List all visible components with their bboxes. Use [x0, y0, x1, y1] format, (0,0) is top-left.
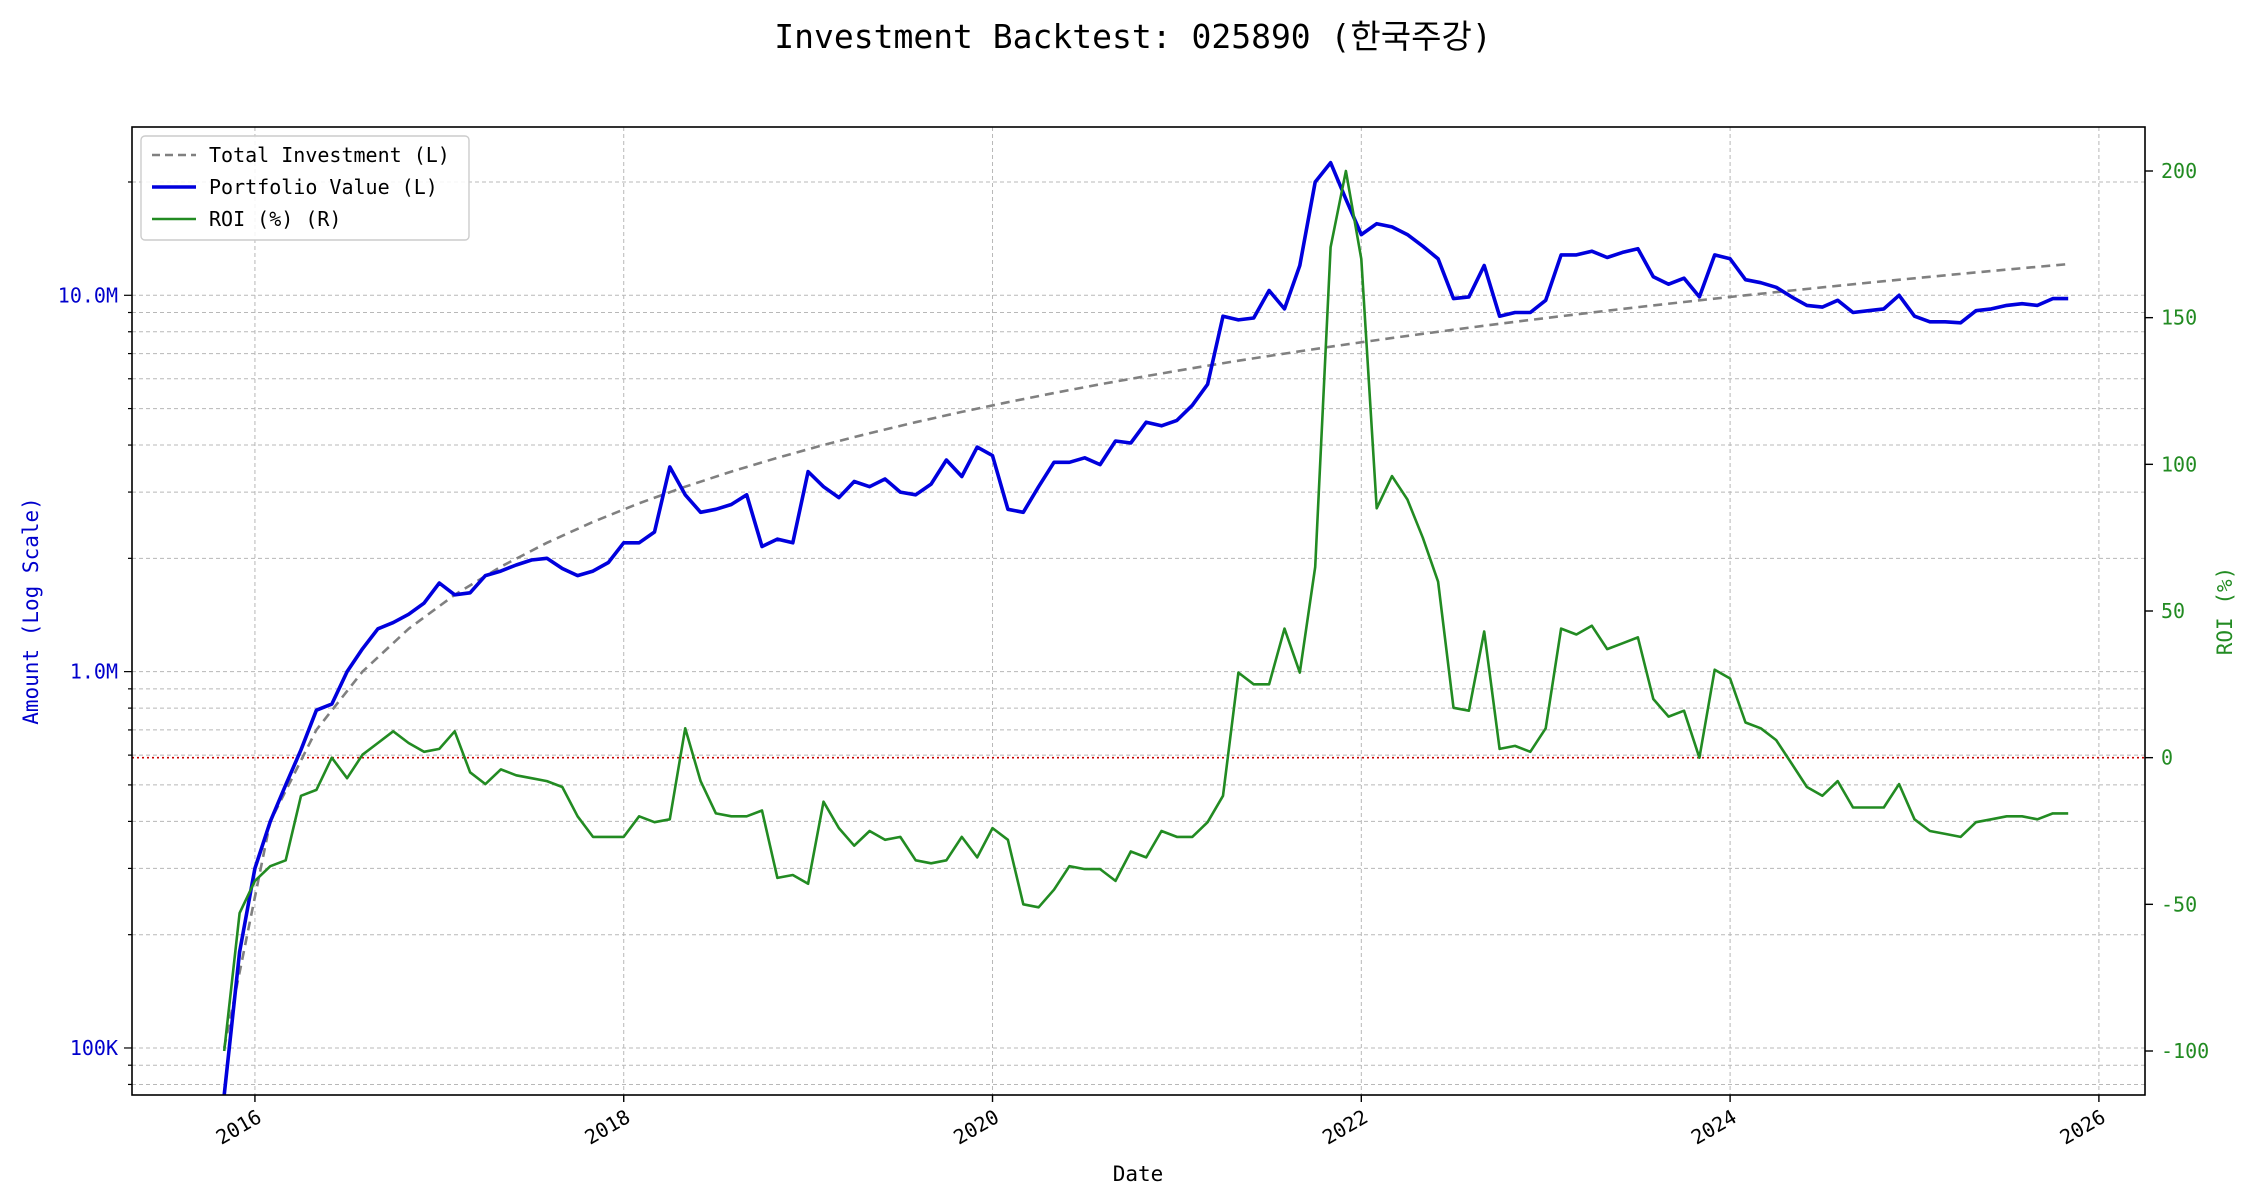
y-left-axis-label: Amount (Log Scale)	[19, 497, 43, 725]
y-right-tick-label: -50	[2161, 892, 2197, 916]
x-tick-label: 2016	[212, 1105, 266, 1150]
y-right-tick-label: 100	[2161, 452, 2197, 476]
y-right-tick-label: 150	[2161, 306, 2197, 330]
roi-line	[222, 169, 2069, 1052]
grid	[132, 127, 2145, 1095]
legend: Total Investment (L) Portfolio Value (L)…	[140, 135, 470, 241]
portfolio-value-line	[222, 160, 2069, 1096]
legend-label-roi: ROI (%) (R)	[209, 207, 341, 231]
y-left-tick-label: 1.0M	[70, 660, 118, 684]
series-layer	[222, 160, 2069, 1096]
y-right-tick-label: 200	[2161, 159, 2197, 183]
y-left-tick-label: 10.0M	[58, 283, 118, 307]
y-right-tick-label: -100	[2161, 1039, 2209, 1063]
x-tick-label: 2020	[949, 1105, 1003, 1150]
total-investment-line	[222, 262, 2069, 1049]
y-right-axis-label: ROI (%)	[2213, 567, 2237, 656]
legend-label-portfolio-value: Portfolio Value (L)	[209, 175, 438, 199]
y-right-tick-label: 0	[2161, 746, 2173, 770]
x-tick-label: 2024	[1687, 1105, 1741, 1150]
y-left-tick-label: 100K	[70, 1036, 118, 1060]
x-tick-label: 2026	[2056, 1105, 2110, 1150]
x-tick-label: 2018	[581, 1105, 635, 1150]
x-axis-label: Date	[1113, 1162, 1164, 1186]
chart-title: Investment Backtest: 025890 (한국주강)	[774, 17, 1491, 56]
y-right-tick-label: 50	[2161, 599, 2185, 623]
legend-label-total-investment: Total Investment (L)	[209, 143, 450, 167]
x-tick-label: 2022	[1318, 1105, 1372, 1150]
legend-box	[140, 135, 470, 241]
